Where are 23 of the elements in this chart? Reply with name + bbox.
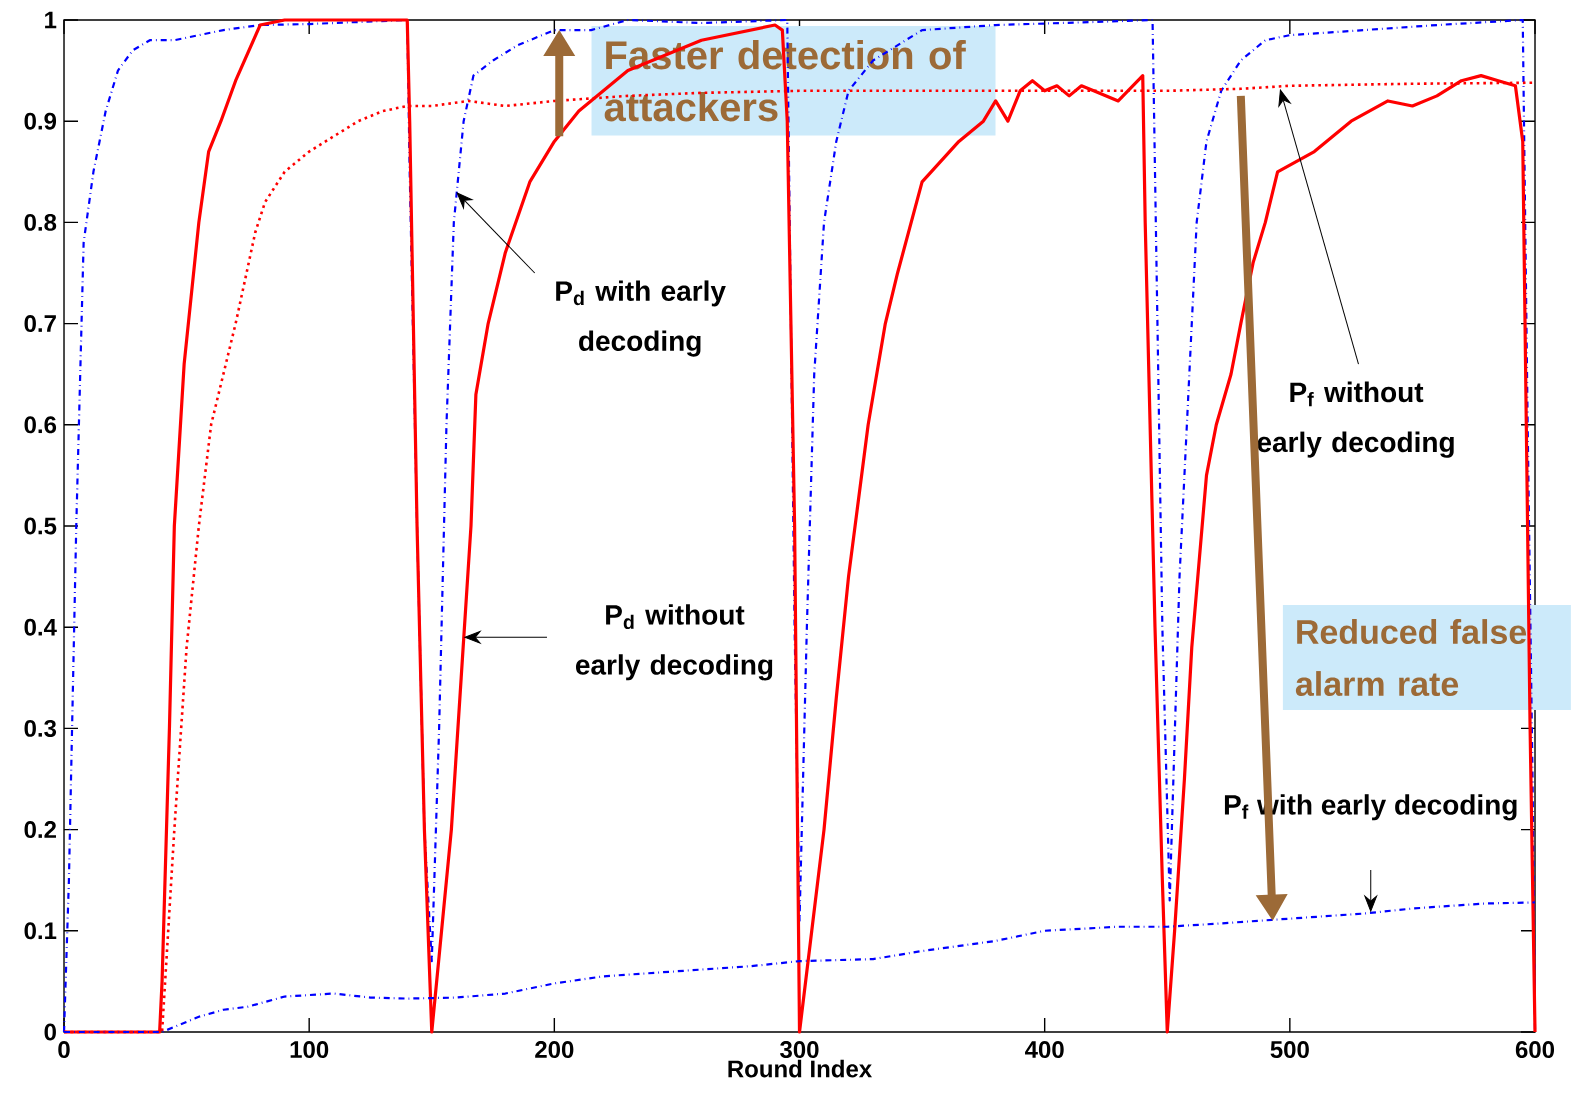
y-tick-label: 0.7: [24, 315, 56, 333]
y-tick-label: 0.1: [24, 922, 57, 940]
x-tick-label: 500: [1270, 1041, 1309, 1059]
annotation: P$_{f}$ without early decoding: [1257, 381, 1454, 458]
y-tick-label: 0.8: [24, 213, 57, 231]
y-tick-label: 0.4: [24, 618, 57, 636]
y-tick-label: 1: [45, 11, 57, 29]
annotation: P$_{d}$ without early decoding: [575, 604, 773, 681]
y-tick-label: 0.5: [24, 517, 57, 535]
x-tick-label: 400: [1025, 1041, 1064, 1059]
annotation: P$_{d}$ with early decoding: [556, 280, 726, 357]
y-tick-label: 0.9: [24, 112, 57, 130]
y-tick-label: 0.6: [24, 416, 57, 434]
y-tick-label: 0: [44, 1023, 56, 1041]
y-tick-label: 0.3: [24, 719, 57, 737]
x-tick-label: 600: [1515, 1041, 1555, 1059]
x-axis-title: Round Index: [728, 1059, 872, 1078]
x-tick-label: 300: [780, 1041, 819, 1059]
annotation: Reduced false alarm rate: [1295, 619, 1527, 697]
y-tick-label: 0.2: [24, 821, 56, 839]
x-tick-label: 0: [58, 1041, 70, 1059]
x-tick-label: 100: [290, 1041, 329, 1059]
x-tick-label: 200: [535, 1041, 574, 1059]
